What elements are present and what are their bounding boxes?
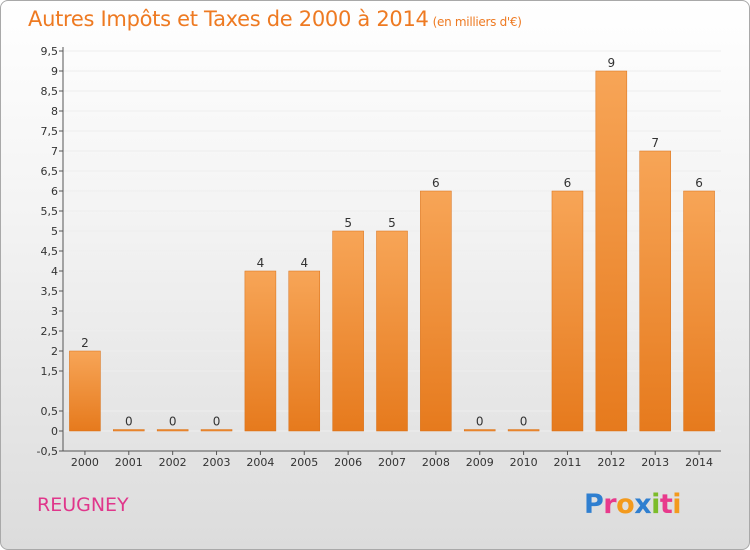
logo-letter: P	[584, 489, 604, 520]
x-tick-label: 2004	[246, 456, 274, 469]
x-tick-label: 2012	[597, 456, 625, 469]
bar-value-label: 6	[432, 176, 440, 190]
y-tick-label: 7,5	[41, 125, 59, 138]
x-tick-label: 2000	[71, 456, 99, 469]
bar	[507, 429, 540, 432]
y-tick-label: 5	[51, 225, 58, 238]
bar	[376, 230, 408, 432]
bar	[639, 150, 671, 432]
x-tick-label: 2005	[290, 456, 318, 469]
y-tick-label: 0	[51, 425, 58, 438]
x-tick-label: 2003	[203, 456, 231, 469]
bar-value-label: 5	[344, 216, 352, 230]
x-tick-label: 2008	[422, 456, 450, 469]
bar	[332, 230, 364, 432]
bar	[113, 429, 145, 432]
logo-letter: o	[616, 489, 635, 520]
bar	[200, 429, 233, 432]
bar	[420, 190, 452, 432]
bar-value-label: 6	[564, 176, 572, 190]
y-tick-label: 5,5	[41, 205, 59, 218]
y-tick-label: 6,5	[41, 165, 59, 178]
y-tick-label: 9	[51, 65, 58, 78]
y-tick-label: 0,5	[41, 405, 59, 418]
y-tick-label: 4	[51, 265, 58, 278]
y-tick-label: 2	[51, 345, 58, 358]
y-tick-label: 6	[51, 185, 58, 198]
bar	[683, 190, 715, 432]
bar-value-label: 6	[695, 176, 703, 190]
x-tick-label: 2014	[685, 456, 713, 469]
y-tick-label: 3	[51, 305, 58, 318]
bar-value-label: 0	[476, 415, 484, 429]
bar-value-label: 4	[257, 256, 265, 270]
logo-letter: r	[603, 489, 617, 520]
x-tick-label: 2001	[115, 456, 143, 469]
y-tick-label: 7	[51, 145, 58, 158]
logo-letter: x	[634, 489, 652, 520]
bar-value-label: 0	[213, 415, 221, 429]
bar-value-label: 4	[300, 256, 308, 270]
logo-letter: i	[672, 489, 682, 520]
bar	[288, 270, 321, 432]
bar	[595, 70, 628, 432]
commune-name: REUGNEY	[37, 494, 129, 516]
x-tick-label: 2009	[466, 456, 494, 469]
proxiti-logo[interactable]: Proxiti	[584, 489, 682, 520]
y-tick-label: 2,5	[41, 325, 59, 338]
chart-title-text: Autres Impôts et Taxes de 2000 à 2014	[28, 7, 429, 31]
bar	[551, 190, 584, 432]
bar	[69, 350, 101, 432]
bar-value-label: 0	[125, 415, 133, 429]
bar	[244, 270, 277, 432]
bar	[463, 429, 496, 432]
y-tick-label: 3,5	[41, 285, 59, 298]
logo-letter: i	[651, 489, 660, 520]
x-tick-label: 2011	[553, 456, 581, 469]
y-tick-label: 9,5	[41, 45, 59, 58]
x-tick-label: 2007	[378, 456, 406, 469]
y-tick-label: -0,5	[37, 445, 58, 458]
x-tick-label: 2010	[510, 456, 538, 469]
bar-value-label: 5	[388, 216, 396, 230]
x-tick-label: 2013	[641, 456, 669, 469]
x-tick-label: 2002	[159, 456, 187, 469]
bar-value-label: 0	[520, 415, 528, 429]
y-tick-label: 8,5	[41, 85, 59, 98]
y-tick-label: 1,5	[41, 365, 59, 378]
y-tick-label: 8	[51, 105, 58, 118]
y-tick-label: 4,5	[41, 245, 59, 258]
bar-value-label: 2	[81, 336, 89, 350]
logo-letter: t	[659, 489, 673, 520]
x-tick-label: 2006	[334, 456, 362, 469]
chart-title: Autres Impôts et Taxes de 2000 à 2014 (en…	[28, 7, 522, 31]
bar-value-label: 7	[651, 136, 659, 150]
chart-subtitle: (en milliers d'€)	[432, 15, 522, 29]
bar-value-label: 9	[608, 56, 616, 70]
bar	[156, 429, 189, 432]
bar-value-label: 0	[169, 415, 177, 429]
